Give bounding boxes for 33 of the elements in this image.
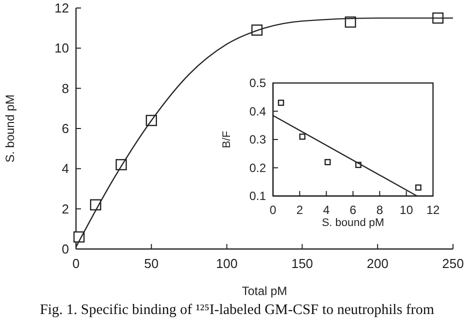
x-tick-label: 4 xyxy=(322,203,330,217)
x-tick-label: 12 xyxy=(426,203,440,217)
y-tick-label: 0 xyxy=(62,242,69,257)
x-tick-label: 150 xyxy=(291,256,314,271)
x-tick-label: 100 xyxy=(216,256,238,271)
x-tick-label: 6 xyxy=(350,203,357,217)
caption: Fig. 1. Specific binding of ¹²⁵I-labeled GM-CSF to neutrophils from xyxy=(40,302,435,318)
x-tick-label: 50 xyxy=(144,256,159,271)
y-tick-label: 10 xyxy=(54,40,69,56)
point xyxy=(324,159,331,166)
point xyxy=(415,184,422,191)
x-tick-label: 10 xyxy=(400,203,414,217)
y-tick-label: 0.4 xyxy=(249,104,266,118)
y-tick-label: 0.1 xyxy=(249,189,266,204)
y-tick-label: 0.2 xyxy=(249,160,266,175)
x-tick-label: 0 xyxy=(72,256,80,271)
point xyxy=(299,134,306,140)
x-tick-label: 250 xyxy=(442,256,464,271)
point xyxy=(278,100,284,106)
y-tick-label: 0.5 xyxy=(249,76,266,90)
y-tick-label: 4 xyxy=(62,161,69,176)
x-tick-label: 2 xyxy=(296,203,304,217)
y-axis-title: S. bound pM xyxy=(3,94,17,163)
y-tick-label: 0.3 xyxy=(249,132,266,147)
y-tick-label: 8 xyxy=(62,80,69,96)
x-axis-title: Total pM xyxy=(242,284,288,298)
y-tick-label: 6 xyxy=(62,121,69,136)
x-axis-title: S. bound pM xyxy=(322,217,384,229)
x-tick-label: 200 xyxy=(366,256,388,271)
x-tick-label: 8 xyxy=(376,203,384,217)
y-tick-label: 12 xyxy=(54,0,69,16)
x-tick-label: 0 xyxy=(270,203,277,217)
y-axis-title: B/F xyxy=(221,130,233,148)
